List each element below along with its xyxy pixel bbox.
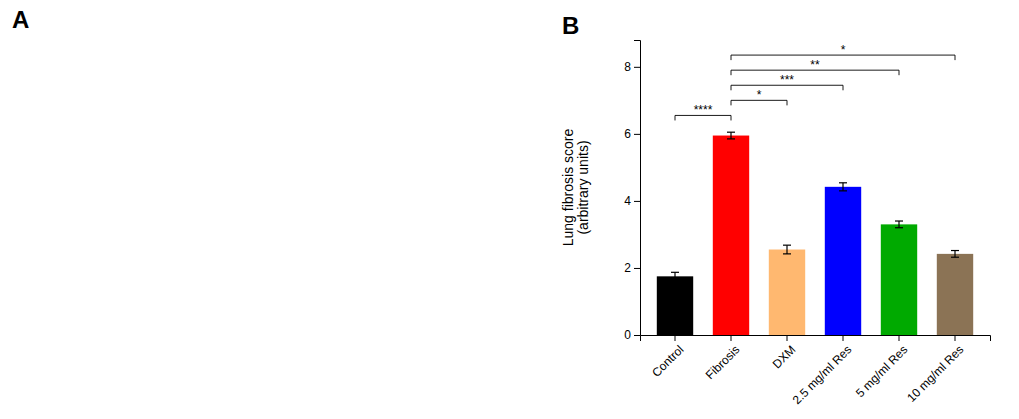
error-bar-line: [898, 221, 899, 228]
error-bar-line: [671, 280, 679, 281]
error-bar: [783, 245, 791, 254]
bracket-line: [731, 55, 732, 60]
chart: A 0 2 4 6 8 Control Fibrosis DXM2.5 mg/ml Res5 m…: [0, 0, 1019, 419]
significance-bracket: ***: [731, 73, 843, 90]
tick-label: 4: [624, 194, 631, 208]
tick-label: Control: [649, 343, 686, 380]
tick-label: DXM: [770, 343, 799, 372]
tick-label: Fibrosis: [703, 343, 743, 383]
tick-label: 5 mg/ml Res: [853, 343, 911, 401]
tick: DXM: [770, 335, 799, 371]
significance-label: *: [757, 88, 762, 102]
bracket-line: [731, 70, 732, 75]
significance-label: ***: [780, 73, 794, 87]
tick-mark: [787, 335, 788, 341]
error-bar-line: [786, 245, 787, 254]
tick: Control: [649, 335, 686, 380]
significance-label: **: [810, 58, 820, 72]
tick-mark: [955, 335, 956, 341]
tick: Fibrosis: [703, 335, 743, 382]
significance-label: ****: [694, 103, 713, 117]
error-bar-line: [674, 272, 675, 280]
error-bar: [727, 132, 735, 139]
bar: [713, 136, 749, 335]
tick: 0: [624, 328, 640, 342]
tick: 6: [624, 127, 640, 141]
tick: 8: [624, 60, 640, 74]
error-bar-line: [783, 245, 791, 246]
marks: [657, 132, 973, 335]
significance-bracket: ****: [675, 103, 731, 120]
tick-mark: [634, 335, 640, 336]
y-axis: 0 2 4 6 8: [624, 41, 640, 343]
error-bar-line: [951, 257, 959, 258]
error-bar-line: [839, 182, 847, 183]
error-bar: [839, 183, 847, 191]
tick-mark: [843, 335, 844, 341]
error-bar: [951, 251, 959, 258]
bar: [769, 250, 805, 335]
bracket-line: [731, 115, 732, 120]
tick-label: 2.5 mg/ml Res: [790, 343, 855, 408]
tick-mark: [634, 134, 640, 135]
error-bar-line: [895, 220, 903, 221]
panel-label: B: [562, 12, 579, 39]
x-axis: Control Fibrosis DXM2.5 mg/ml Res5 mg/ml R…: [641, 335, 991, 407]
bracket-line: [955, 55, 956, 60]
bar: [881, 224, 917, 335]
tick: 4: [624, 194, 640, 208]
axis-title: Lung fibrosis score(arbitrary units): [560, 129, 591, 247]
axis-line: [641, 336, 991, 342]
error-bar-line: [671, 272, 679, 273]
tick-label: 8: [624, 60, 631, 74]
error-bar: [895, 221, 903, 228]
bar: [825, 187, 861, 335]
bracket-line: [731, 100, 732, 105]
tick: 2: [624, 261, 640, 275]
bracket-line: [899, 70, 900, 75]
bracket-line: [843, 85, 844, 90]
error-bar-line: [727, 132, 735, 133]
tick-mark: [731, 335, 732, 341]
tick: 2.5 mg/ml Res: [790, 335, 855, 407]
error-bar: [671, 272, 679, 280]
tick-label: 2: [624, 261, 631, 275]
tick-mark: [634, 268, 640, 269]
tick: 10 mg/ml Res: [904, 335, 966, 405]
error-bar-line: [727, 138, 735, 139]
tick-mark: [634, 67, 640, 68]
tick-mark: [899, 335, 900, 341]
error-bar-line: [783, 253, 791, 254]
bar: [657, 276, 693, 335]
error-bar-line: [954, 251, 955, 258]
error-bar-line: [951, 250, 959, 251]
bracket-line: [675, 115, 676, 120]
tick-mark: [634, 201, 640, 202]
error-bar-line: [730, 132, 731, 139]
axis-line: [634, 41, 641, 336]
tick-label: 6: [624, 127, 631, 141]
annotations: ***********: [675, 43, 955, 120]
significance-bracket: *: [731, 88, 787, 105]
bracket-line: [731, 85, 732, 90]
significance-bracket: **: [731, 58, 899, 75]
error-bar-line: [839, 190, 847, 191]
panel-label: A: [12, 6, 29, 33]
tick-mark: [675, 335, 676, 341]
plot: 0 2 4 6 8 Control Fibrosis DXM2.5 mg/ml Res5 mg…: [624, 41, 990, 408]
error-bar-line: [895, 227, 903, 228]
tick-label: 0: [624, 328, 631, 342]
error-bar-line: [842, 183, 843, 191]
significance-label: *: [841, 43, 846, 57]
bracket-line: [787, 100, 788, 105]
bar: [937, 254, 973, 335]
tick-label: 10 mg/ml Res: [904, 343, 966, 405]
tick: 5 mg/ml Res: [853, 335, 911, 400]
significance-bracket: *: [731, 43, 955, 60]
